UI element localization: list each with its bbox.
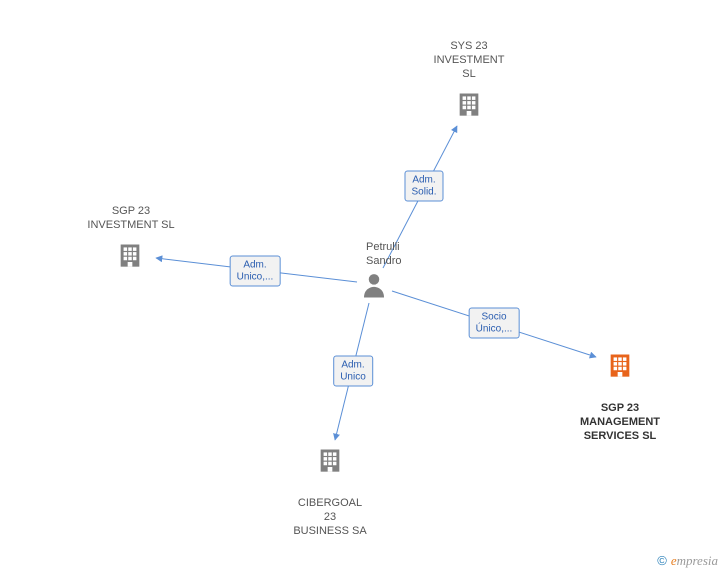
node-label-sys23: SYS 23 INVESTMENT SL bbox=[414, 40, 524, 81]
watermark: ©empresia bbox=[657, 553, 718, 569]
diagram-stage: Petrulli Sandro SYS 23 INVESTMENT SL SGP… bbox=[0, 0, 728, 575]
node-sys23[interactable] bbox=[455, 90, 483, 118]
node-sgp23mgmt[interactable] bbox=[606, 351, 634, 379]
edge-label-sgp23mgmt: Socio Único,... bbox=[469, 308, 520, 339]
node-label-person-center: Petrulli Sandro bbox=[366, 241, 446, 269]
edge-label-sys23: Adm. Solid. bbox=[404, 171, 443, 202]
node-person-center[interactable] bbox=[359, 270, 389, 300]
node-label-cibergoal: CIBERGOAL 23 BUSINESS SA bbox=[275, 497, 385, 538]
copyright-symbol: © bbox=[657, 553, 667, 568]
node-sgp23inv[interactable] bbox=[116, 241, 144, 269]
node-label-sgp23inv: SGP 23 INVESTMENT SL bbox=[76, 205, 186, 233]
node-cibergoal[interactable] bbox=[316, 446, 344, 474]
watermark-text: mpresia bbox=[677, 553, 718, 568]
edge-label-cibergoal: Adm. Unico bbox=[333, 356, 373, 387]
edge-label-sgp23inv: Adm. Unico,... bbox=[230, 256, 281, 287]
node-label-sgp23mgmt: SGP 23 MANAGEMENT SERVICES SL bbox=[565, 402, 675, 443]
